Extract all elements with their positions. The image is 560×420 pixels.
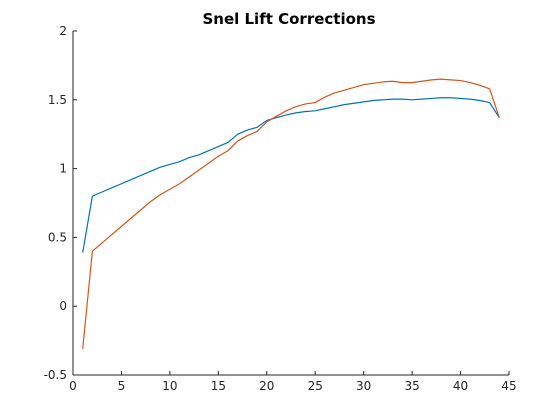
series-line-1 xyxy=(82,97,500,253)
x-tick-label: 25 xyxy=(308,379,323,393)
x-tick-label: 45 xyxy=(501,379,516,393)
x-tick-label: 15 xyxy=(211,379,226,393)
y-tick-label: 0.5 xyxy=(48,230,67,244)
y-tick-label: 2 xyxy=(59,24,67,38)
y-tick-label: -0.5 xyxy=(44,368,67,382)
chart-title: Snel Lift Corrections xyxy=(202,10,375,28)
y-tick-label: 1 xyxy=(59,162,67,176)
x-tick-label: 35 xyxy=(404,379,419,393)
y-tick-label: 0 xyxy=(59,299,67,313)
x-tick-label: 10 xyxy=(162,379,177,393)
x-tick-label: 20 xyxy=(259,379,274,393)
x-tick-label: 5 xyxy=(118,379,126,393)
axes: 0 5 10 15 20 25 30 35 40 45-0.500.511.52 xyxy=(44,24,517,393)
series-group xyxy=(82,78,500,349)
x-tick-label: 0 xyxy=(69,379,77,393)
y-tick-label: 1.5 xyxy=(48,93,67,107)
x-tick-label: 40 xyxy=(453,379,468,393)
series-line-2 xyxy=(82,78,500,349)
x-tick-label: 30 xyxy=(356,379,371,393)
